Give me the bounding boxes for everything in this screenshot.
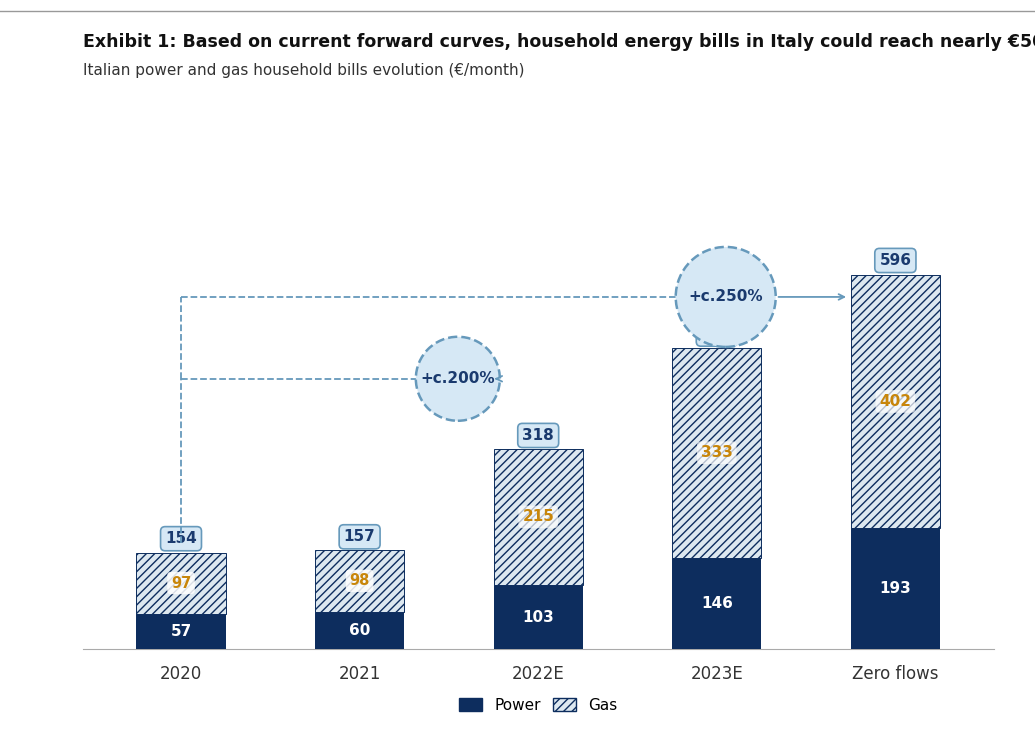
Text: 60: 60 <box>349 623 371 638</box>
Ellipse shape <box>416 337 500 421</box>
Bar <box>672 557 762 649</box>
Text: 57: 57 <box>171 624 191 639</box>
Text: Italian power and gas household bills evolution (€/month): Italian power and gas household bills ev… <box>83 63 525 77</box>
Text: Exhibit 1: Based on current forward curves, household energy bills in Italy coul: Exhibit 1: Based on current forward curv… <box>83 33 1035 51</box>
Text: 157: 157 <box>344 529 376 545</box>
Bar <box>494 584 583 649</box>
Text: 402: 402 <box>880 394 912 409</box>
Bar <box>851 275 940 528</box>
Text: 596: 596 <box>880 253 912 268</box>
Text: 318: 318 <box>523 428 554 443</box>
Text: +c.250%: +c.250% <box>688 289 763 305</box>
Text: 154: 154 <box>166 531 197 546</box>
Bar <box>851 528 940 649</box>
Text: 97: 97 <box>171 576 191 590</box>
Text: 193: 193 <box>880 582 911 596</box>
Text: 333: 333 <box>701 445 733 461</box>
Text: 479: 479 <box>701 327 733 342</box>
Bar <box>137 613 226 649</box>
Bar <box>137 553 226 613</box>
Text: 103: 103 <box>523 610 554 624</box>
Bar <box>315 612 405 649</box>
Ellipse shape <box>676 247 775 347</box>
Text: 98: 98 <box>350 573 369 588</box>
Bar <box>494 449 583 584</box>
Text: +c.200%: +c.200% <box>420 371 495 386</box>
Bar <box>315 550 405 612</box>
Legend: Power, Gas: Power, Gas <box>453 692 623 719</box>
Bar <box>672 348 762 557</box>
Text: 146: 146 <box>701 596 733 611</box>
Text: 215: 215 <box>523 509 554 525</box>
